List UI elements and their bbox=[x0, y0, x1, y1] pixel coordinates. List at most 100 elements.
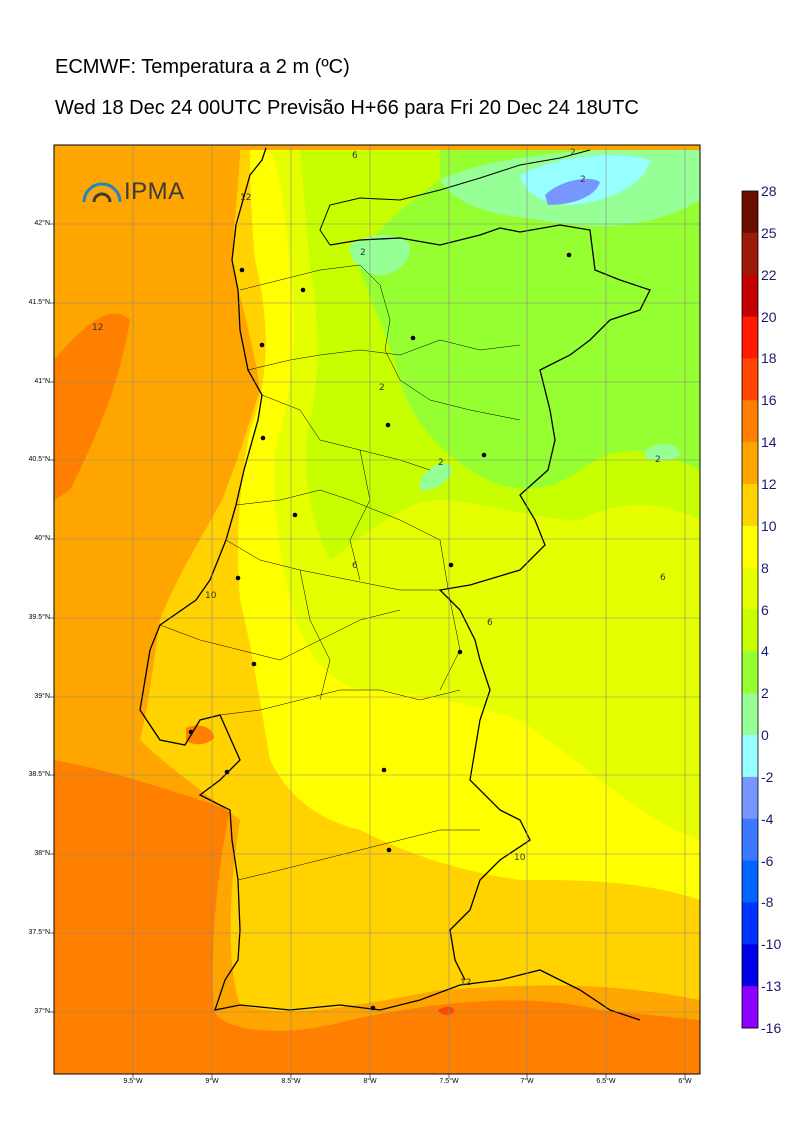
colorbar-swatch bbox=[742, 735, 758, 778]
cool-spot-east bbox=[645, 443, 680, 461]
colorbar-swatch bbox=[742, 986, 758, 1029]
map-title: ECMWF: Temperatura a 2 m (ºC) bbox=[55, 56, 350, 78]
colorbar-swatch bbox=[742, 902, 758, 945]
lat-label: 41.5°N bbox=[28, 299, 50, 306]
colorbar-label: 16 bbox=[761, 392, 777, 409]
contour-labels: 6 2 2 2 12 2 2 2 6 6 10 6 10 12 12 bbox=[92, 148, 666, 988]
lon-label: 9°W bbox=[205, 1078, 219, 1085]
colorbar-label: 22 bbox=[761, 266, 777, 283]
coast-galicia bbox=[319, 149, 591, 246]
lat-label: 37°N bbox=[34, 1008, 50, 1015]
lon-label: 7°W bbox=[520, 1078, 534, 1085]
colorbar-swatch bbox=[742, 525, 758, 569]
map-subtitle: Wed 18 Dec 24 00UTC Previsão H+66 para F… bbox=[55, 97, 639, 119]
colorbar-label: 6 bbox=[761, 601, 769, 618]
map-frame bbox=[53, 144, 701, 1075]
warm-offshore-south bbox=[54, 760, 700, 1074]
colorbar-swatch bbox=[742, 316, 758, 359]
colorbar-label: 2 bbox=[761, 685, 769, 702]
colorbar-swatch bbox=[742, 442, 758, 485]
colorbar-swatch bbox=[742, 860, 758, 903]
lat-label: 37.5°N bbox=[28, 929, 50, 936]
contour-label: 10 bbox=[514, 853, 526, 863]
cold-spot-blue bbox=[545, 178, 600, 205]
colorbar-label: 18 bbox=[761, 350, 777, 367]
contour-label: 12 bbox=[460, 978, 471, 988]
colorbar-label: -10 bbox=[761, 936, 782, 953]
coastline bbox=[139, 147, 641, 1021]
lat-label: 40°N bbox=[34, 535, 50, 542]
warm-patch-south bbox=[438, 1006, 455, 1015]
colorbar-label: 28 bbox=[761, 183, 777, 199]
lat-label: 39.5°N bbox=[28, 614, 50, 621]
colorbar-swatch bbox=[742, 693, 758, 736]
contour-label: 2 bbox=[580, 175, 586, 185]
colorbar-swatch bbox=[742, 400, 758, 443]
colorbar-label: 4 bbox=[761, 643, 769, 660]
colorbar-label: 10 bbox=[761, 517, 777, 534]
colorbar-label: -6 bbox=[761, 852, 774, 869]
lat-label: 39°N bbox=[34, 693, 50, 700]
graticule bbox=[54, 145, 700, 1074]
colorbar-label: 8 bbox=[761, 559, 769, 576]
colorbar-label: -16 bbox=[761, 1020, 782, 1036]
contour-label: 2 bbox=[438, 458, 444, 468]
lat-label: 40.5°N bbox=[28, 456, 50, 463]
lon-label: 8°W bbox=[363, 1078, 377, 1085]
contour-label: 12 bbox=[92, 323, 103, 333]
lat-label: 41°N bbox=[34, 378, 50, 385]
contour-label: 2 bbox=[570, 148, 576, 158]
warm-patch-lisbon bbox=[186, 725, 214, 745]
contour-label: 2 bbox=[360, 248, 366, 258]
colorbar-label: 14 bbox=[761, 434, 777, 451]
contour-label: 10 bbox=[205, 591, 217, 601]
lon-label: 7.5°W bbox=[439, 1078, 459, 1085]
lon-label: 6°W bbox=[678, 1078, 692, 1085]
lat-label: 42°N bbox=[34, 220, 50, 227]
contour-label: 2 bbox=[655, 455, 661, 465]
city-markers bbox=[188, 252, 572, 1011]
colorbar-swatch bbox=[742, 818, 758, 862]
colorbar-label: 25 bbox=[761, 224, 777, 241]
colorbar-swatch bbox=[742, 191, 758, 234]
warm-offshore-north bbox=[54, 313, 130, 500]
lat-label: 38.5°N bbox=[28, 771, 50, 778]
colorbar-swatch bbox=[742, 609, 758, 652]
colorbar-label: -13 bbox=[761, 978, 782, 995]
axis-ticks bbox=[50, 223, 686, 1078]
contour-label: 6 bbox=[487, 618, 493, 628]
lon-label: 6.5°W bbox=[596, 1078, 616, 1085]
colorbar-swatch bbox=[742, 358, 758, 401]
contour-label: 12 bbox=[240, 193, 251, 203]
colorbar-label: -4 bbox=[761, 810, 774, 827]
colorbar-swatch bbox=[742, 567, 758, 610]
map-field: 6 2 2 2 12 2 2 2 6 6 10 6 10 12 12 bbox=[54, 145, 700, 1074]
lon-label: 8.5°W bbox=[281, 1078, 301, 1085]
colorbar-swatch bbox=[742, 651, 758, 694]
land-field-2-4 bbox=[360, 150, 700, 489]
lon-label: 9.5°W bbox=[123, 1078, 143, 1085]
colorbar-swatch bbox=[742, 483, 758, 527]
contour-label: 6 bbox=[660, 573, 666, 583]
contour-label: 2 bbox=[379, 383, 385, 393]
contour-label: 6 bbox=[352, 151, 358, 161]
ipma-logo-text: IPMA bbox=[124, 178, 185, 205]
ipma-logo: IPMA bbox=[82, 178, 185, 206]
lat-label: 38°N bbox=[34, 850, 50, 857]
colorbar-label: 0 bbox=[761, 727, 769, 744]
colorbar-label: 20 bbox=[761, 308, 777, 325]
cool-spot-estrela bbox=[420, 463, 452, 491]
colorbar-swatch bbox=[742, 232, 758, 276]
colorbar-swatch bbox=[742, 274, 758, 318]
contour-label: 6 bbox=[352, 561, 358, 571]
district-boundaries bbox=[159, 264, 521, 881]
border-portugal-spain bbox=[329, 224, 651, 981]
colorbar-label: -8 bbox=[761, 894, 774, 911]
colorbar-swatch bbox=[742, 944, 758, 987]
cool-spot-peneda bbox=[349, 235, 411, 276]
colorbar-label: 12 bbox=[761, 475, 777, 492]
colorbar-label: -2 bbox=[761, 768, 774, 785]
ipma-arc-icon bbox=[82, 182, 122, 203]
